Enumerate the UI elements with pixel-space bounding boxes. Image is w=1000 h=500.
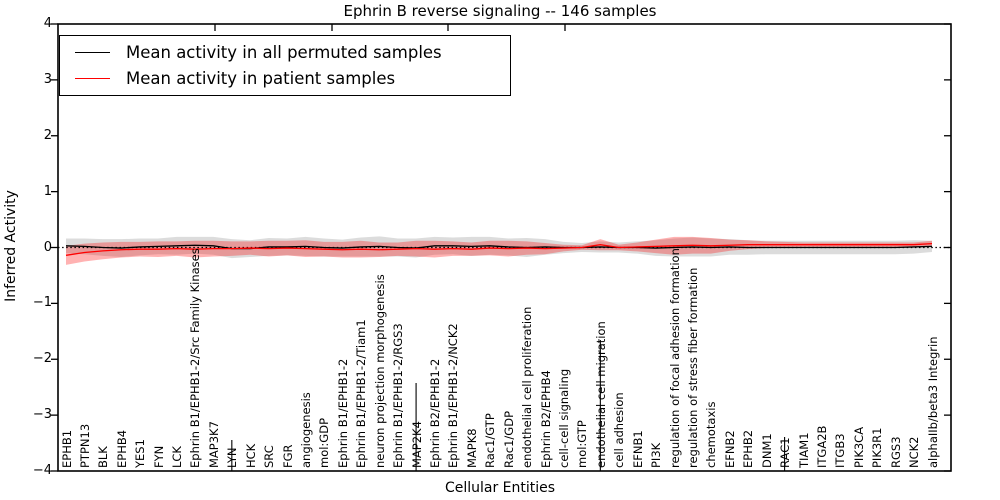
y-axis-label: Inferred Activity [3,190,19,302]
patient-std-band [66,236,932,265]
legend-item-patient: Mean activity in patient samples [60,69,510,88]
legend-line-permuted-icon [75,52,110,53]
legend-label-patient: Mean activity in patient samples [126,69,396,88]
mean-line-patient [65,242,933,256]
x-axis-label: Cellular Entities [444,480,556,496]
legend-line-patient-icon [75,78,110,79]
chart-title: Ephrin B reverse signaling -- 146 sample… [343,2,657,20]
legend-label-permuted: Mean activity in all permuted samples [126,43,442,62]
permuted-std-band [66,236,932,259]
legend: Mean activity in all permuted samples Me… [59,35,511,96]
mean-line-permuted [65,244,933,250]
legend-item-permuted: Mean activity in all permuted samples [60,43,510,62]
